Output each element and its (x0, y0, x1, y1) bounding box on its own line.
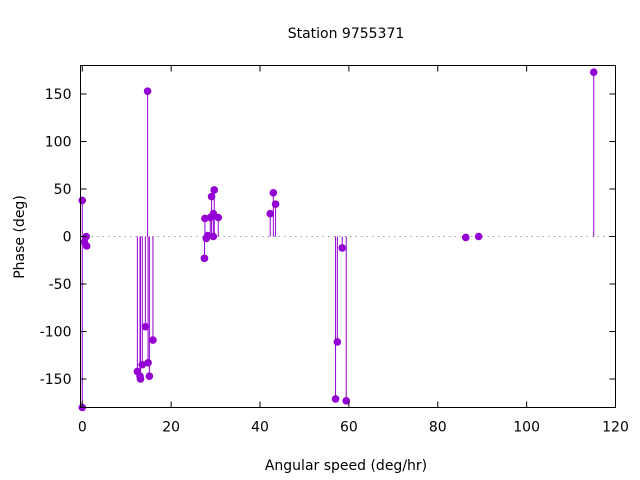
data-point (342, 397, 351, 405)
data-point (78, 196, 87, 205)
y-tick-label: -50 (49, 277, 72, 293)
data-point (203, 231, 212, 240)
data-point (271, 200, 280, 208)
data-point (209, 232, 218, 241)
data-point (214, 213, 223, 222)
data-point (474, 232, 483, 241)
data-point (331, 395, 340, 403)
x-tick-label: 20 (162, 420, 180, 436)
x-tick-label: 60 (340, 420, 358, 436)
x-tick-label: 0 (78, 420, 87, 436)
data-point (138, 360, 147, 369)
data-point (589, 68, 598, 76)
data-point (141, 322, 150, 331)
data-point (145, 372, 154, 380)
data-point (207, 192, 216, 201)
y-tick-label: 50 (54, 182, 72, 198)
data-point (200, 254, 209, 263)
data-point (144, 359, 152, 367)
x-tick-label: 120 (602, 420, 629, 436)
x-tick-label: 100 (513, 420, 540, 436)
data-point (82, 242, 91, 250)
y-tick-label: -150 (40, 372, 72, 388)
data-point (269, 189, 278, 197)
y-axis-label: Phase (deg) (12, 195, 28, 279)
plot-border (80, 65, 616, 408)
data-point (333, 338, 342, 346)
y-tick-label: 150 (45, 87, 72, 103)
y-tick-label: 100 (45, 135, 72, 151)
y-tick-label: -100 (40, 325, 72, 341)
data-point (461, 233, 470, 242)
data-point (210, 186, 219, 194)
data-point (338, 244, 347, 252)
x-tick-label: 40 (251, 420, 269, 436)
x-tick-label: 80 (429, 420, 447, 436)
data-point (143, 87, 152, 95)
data-point (136, 375, 145, 383)
data-point (149, 336, 157, 344)
y-tick-label: 0 (63, 230, 72, 246)
x-axis-label: Angular speed (deg/hr) (265, 458, 427, 474)
data-point (266, 209, 275, 218)
chart-title: Station 9755371 (288, 26, 405, 42)
